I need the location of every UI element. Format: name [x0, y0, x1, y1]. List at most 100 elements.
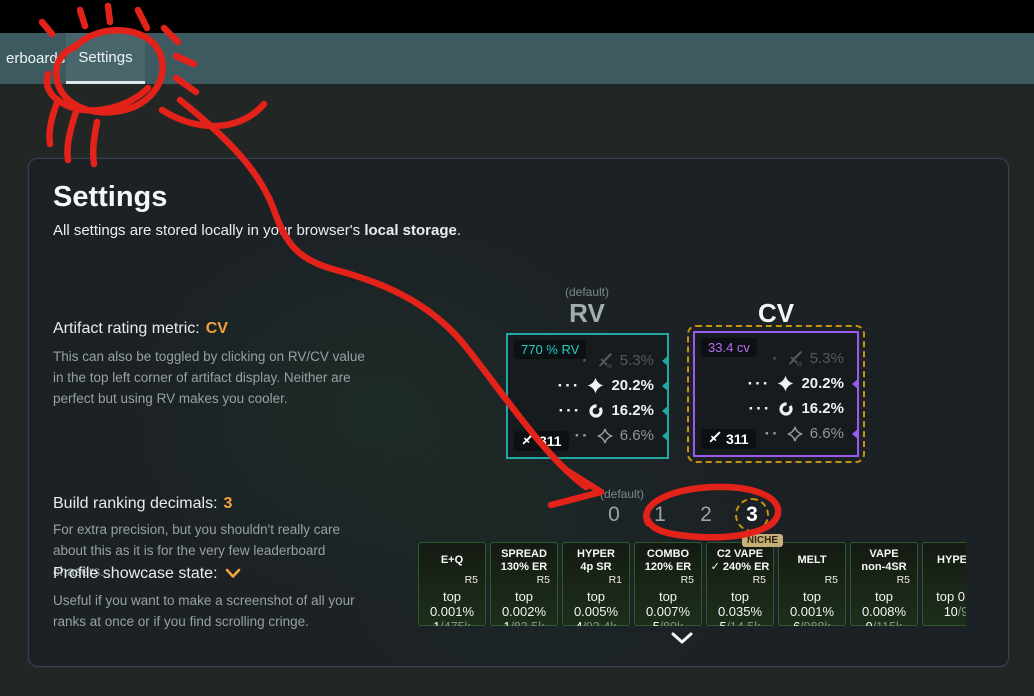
badge-title: MELT — [797, 554, 827, 567]
setting-showcase-label: Profile showcase state: — [53, 565, 241, 584]
settings-panel: Settings All settings are stored locally… — [28, 158, 1009, 667]
substat-value: 16.2% — [801, 400, 844, 417]
settings-storage-note: All settings are stored locally in your … — [53, 222, 462, 239]
sword-icon — [708, 431, 721, 447]
decimals-value: 3 — [223, 495, 233, 512]
atk-percent-icon: % — [787, 350, 803, 367]
window-top-bar — [0, 0, 1034, 33]
badge-title: VAPE non-4SR — [861, 548, 907, 573]
badge-rank: R5 — [896, 574, 910, 586]
rv-option-header[interactable]: (default) RV — [507, 286, 667, 328]
niche-tag: NICHE — [741, 534, 783, 547]
page-title: Settings — [53, 181, 168, 213]
roll-dots: ··· — [748, 398, 772, 418]
decimals-options: 0 1 2 3 — [597, 498, 769, 532]
badge-rank: R5 — [752, 574, 766, 586]
badge-rank: R5 — [464, 574, 478, 586]
rv-notch — [662, 404, 669, 417]
rv-notch — [662, 379, 669, 392]
energy-recharge-icon — [588, 403, 604, 419]
badge-top-percent: top 0.001% — [429, 589, 475, 619]
substat-row: ··· 16.2% — [508, 398, 669, 423]
nav-tab-settings[interactable]: Settings — [66, 33, 145, 84]
badge-rank-fraction: 6/988k — [781, 620, 843, 626]
cv-option-header[interactable]: CV — [696, 299, 856, 327]
rank-badge-card[interactable]: HYPER R5 top 0.0 10/9 — [922, 542, 966, 626]
substat-value: 5.3% — [619, 352, 654, 369]
roll-dots: ··· — [557, 375, 581, 395]
nav-tab-leaderboards[interactable]: erboards — [2, 33, 69, 84]
setting-artifact-metric-label: Artifact rating metric: CV — [53, 320, 228, 337]
badge-top-percent: top 0.002% — [501, 589, 547, 619]
substat-value: 16.2% — [611, 402, 654, 419]
substat-value: 6.6% — [809, 425, 844, 442]
rank-badge-card[interactable]: MELT R5 top 0.001% 6/988k — [778, 542, 846, 626]
decimals-default-note: (default) — [599, 487, 645, 501]
cv-notch — [852, 377, 859, 390]
cv-artifact-card[interactable]: 33.4 cv · % 5.3% ··· — [693, 331, 859, 457]
roll-dots: ··· — [747, 373, 771, 393]
energy-recharge-icon — [778, 401, 794, 417]
top-navbar: erboards Settings — [0, 33, 1034, 84]
cv-selected-outline[interactable]: 33.4 cv · % 5.3% ··· — [687, 325, 865, 463]
substat-row: · % 5.3% — [695, 346, 857, 371]
artifact-metric-value[interactable]: CV — [205, 320, 228, 337]
nav-tab-leaderboards-label: erboards — [6, 50, 66, 67]
rank-badge-card[interactable]: SPREAD 130% ER R5 top 0.002% 1/83.5k — [490, 542, 558, 626]
substat-value: 6.6% — [619, 427, 654, 444]
badge-title: C2 VAPE ✓ 240% ER — [710, 548, 770, 573]
badge-rank-fraction: 9/115k — [853, 620, 915, 626]
crit-rate-icon — [787, 426, 803, 442]
cv-score-badge: 33.4 cv — [701, 338, 757, 357]
rank-badge-strip: E+Q R5 top 0.001% 1/475k SPREAD 130% ER … — [418, 534, 966, 626]
rank-badge-card[interactable]: E+Q R5 top 0.001% 1/475k — [418, 542, 486, 626]
substat-row: ··· 20.2% — [695, 371, 859, 396]
nav-tab-settings-label: Settings — [78, 48, 133, 66]
substat-row: · % 5.3% — [508, 348, 669, 373]
badge-title: COMBO 120% ER — [644, 548, 692, 573]
cv-substat-rows: · % 5.3% ··· 20.2 — [695, 346, 859, 446]
chevron-down-icon — [670, 631, 694, 650]
crit-dmg-icon — [777, 375, 794, 392]
rv-title: RV — [569, 298, 605, 328]
decimals-option[interactable]: 1 — [654, 503, 666, 526]
badge-rank: R5 — [680, 574, 694, 586]
setting-artifact-metric-desc: This can also be toggled by clicking on … — [53, 349, 365, 406]
crit-dmg-icon — [587, 377, 604, 394]
badge-rank-fraction: 1/83.5k — [493, 620, 555, 626]
crit-rate-icon — [597, 428, 613, 444]
roll-dots: ·· — [574, 425, 590, 445]
badge-top-percent: top 0.0 — [936, 589, 966, 604]
badge-rank: R5 — [925, 574, 966, 587]
rv-count-badge: 311 — [514, 431, 569, 451]
badge-title: SPREAD 130% ER — [500, 548, 548, 573]
badge-rank-fraction: 5/80k — [637, 620, 699, 626]
badge-top-percent: top 0.035% — [717, 589, 763, 619]
rank-badge-card[interactable]: VAPE non-4SR R5 top 0.008% 9/115k — [850, 542, 918, 626]
chevron-down-icon[interactable] — [225, 566, 241, 584]
badge-rank: R5 — [536, 574, 550, 586]
substat-row: ··· 16.2% — [695, 396, 857, 421]
cv-count-badge: 311 — [701, 429, 756, 449]
badge-top-percent: top 0.007% — [645, 589, 691, 619]
setting-decimals-label: Build ranking decimals: 3 — [53, 495, 233, 512]
roll-dots: · — [772, 348, 780, 368]
svg-text:%: % — [606, 363, 612, 369]
rv-notch — [662, 354, 669, 367]
badge-rank-fraction: 10/9 — [943, 605, 966, 619]
rank-badge-card[interactable]: NICHE C2 VAPE ✓ 240% ER R5 top 0.035% 5/… — [706, 534, 783, 626]
sword-icon — [521, 433, 534, 449]
decimals-option[interactable]: 0 — [608, 503, 620, 526]
badge-rank-fraction: 1/475k — [421, 620, 483, 626]
roll-dots: ··· — [558, 400, 582, 420]
badge-rank: R5 — [824, 574, 838, 586]
badge-rank-fraction: 5/14.5k — [709, 620, 771, 626]
substat-value: 20.2% — [611, 377, 654, 394]
rank-badge-card[interactable]: HYPER 4p SR R1 top 0.005% 4/93.4k — [562, 542, 630, 626]
decimals-option[interactable]: 2 — [700, 503, 712, 526]
expand-showcase-button[interactable] — [668, 631, 696, 649]
rv-artifact-card[interactable]: 770 % RV · % 5.3% ··· — [506, 333, 669, 459]
rank-badge-card[interactable]: COMBO 120% ER R5 top 0.007% 5/80k — [634, 542, 702, 626]
substat-row: ··· 20.2% — [508, 373, 669, 398]
decimals-option[interactable]: 3 — [735, 498, 769, 532]
